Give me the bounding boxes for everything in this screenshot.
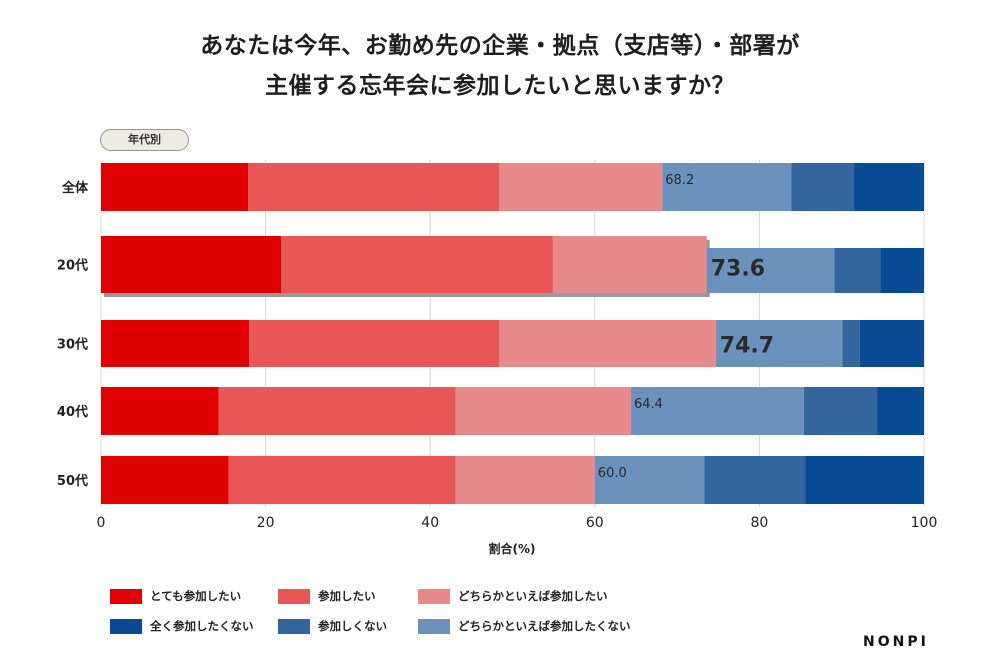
bar-segment bbox=[248, 163, 500, 211]
bar-row: 60.0 bbox=[101, 456, 924, 504]
bar-segment bbox=[552, 236, 707, 293]
bar-segment bbox=[101, 163, 249, 211]
bar-segment bbox=[101, 387, 219, 435]
legend-swatch bbox=[110, 618, 142, 634]
bar-row: 68.2 bbox=[101, 163, 924, 211]
legend-swatch bbox=[418, 618, 450, 634]
legend-label: 参加しくない bbox=[318, 619, 387, 633]
legend-label: 参加したい bbox=[318, 589, 376, 603]
legend-item: とても参加したい bbox=[110, 588, 241, 604]
bar-segment bbox=[101, 320, 250, 367]
legend-swatch bbox=[278, 588, 310, 604]
bar-segment bbox=[101, 236, 282, 293]
data-label: 73.6 bbox=[711, 257, 765, 282]
data-label: 60.0 bbox=[598, 466, 627, 481]
bar-segment bbox=[805, 456, 924, 504]
bar-segment bbox=[455, 387, 632, 435]
bar-segment bbox=[455, 456, 595, 504]
bar-segment bbox=[228, 456, 456, 504]
x-tick-label: 20 bbox=[257, 515, 275, 531]
category-label: 30代 bbox=[57, 337, 88, 353]
legend-item: どちらかといえば参加したい bbox=[418, 588, 608, 604]
legend-label: 全く参加したくない bbox=[150, 619, 254, 633]
bar-segment bbox=[791, 163, 855, 211]
bar-segment bbox=[101, 456, 229, 504]
bar-segment bbox=[842, 320, 860, 367]
legend: とても参加したい 参加したい どちらかといえば参加したい 全く参加したくない 参… bbox=[110, 588, 710, 648]
age-group-badge: 年代別 bbox=[100, 129, 189, 151]
x-tick-label: 40 bbox=[421, 515, 439, 531]
legend-label: どちらかといえば参加したい bbox=[458, 589, 608, 603]
legend-item: どちらかといえば参加したくない bbox=[418, 618, 631, 634]
bar-segment bbox=[706, 248, 835, 293]
title-line-1: あなたは今年、お勤め先の企業・拠点（支店等）・部署が bbox=[200, 33, 800, 59]
data-label: 74.7 bbox=[720, 334, 774, 359]
bar-segment bbox=[803, 387, 878, 435]
bar-segment bbox=[880, 248, 924, 293]
bar-segment bbox=[854, 163, 924, 211]
bar-segment bbox=[499, 320, 716, 367]
data-label: 68.2 bbox=[665, 173, 694, 188]
bars: 68.2 73.6 74.7 64.4 60.0 bbox=[101, 163, 924, 504]
legend-item: 全く参加したくない bbox=[110, 618, 254, 634]
legend-label: どちらかといえば参加したくない bbox=[458, 619, 631, 633]
bar-row: 64.4 bbox=[101, 387, 924, 435]
bar-segment bbox=[662, 163, 792, 211]
bar-segment bbox=[859, 320, 924, 367]
x-tick-label: 80 bbox=[750, 515, 768, 531]
legend-item: 参加したい bbox=[278, 588, 376, 604]
legend-label: とても参加したい bbox=[150, 589, 242, 603]
x-axis-label: 割合(%) bbox=[489, 541, 536, 556]
brand-logo: NONPI bbox=[863, 634, 929, 650]
category-label: 20代 bbox=[57, 258, 88, 274]
bar-segment bbox=[715, 320, 843, 367]
bar-segment bbox=[631, 387, 804, 435]
category-labels: 全体 20代 30代 40代 50代 bbox=[57, 180, 89, 489]
legend-item: 参加しくない bbox=[278, 618, 387, 634]
x-tick-label: 100 bbox=[911, 515, 938, 531]
bar-segment bbox=[594, 456, 705, 504]
bar-segment bbox=[249, 320, 500, 367]
bar-segment bbox=[834, 248, 881, 293]
title-line-2: 主催する忘年会に参加したいと思いますか？ bbox=[265, 73, 735, 99]
x-tick-label: 60 bbox=[586, 515, 604, 531]
category-label: 40代 bbox=[57, 404, 88, 420]
category-label: 全体 bbox=[61, 180, 89, 196]
legend-swatch bbox=[110, 588, 142, 604]
bar-row: 73.6 bbox=[101, 236, 924, 297]
chart-title: あなたは今年、お勤め先の企業・拠点（支店等）・部署が 主催する忘年会に参加したい… bbox=[0, 26, 1000, 106]
bar-segment bbox=[281, 236, 553, 293]
x-tick-label: 0 bbox=[97, 515, 106, 531]
legend-swatch bbox=[278, 618, 310, 634]
bar-segment bbox=[704, 456, 806, 504]
bar-segment bbox=[218, 387, 456, 435]
data-label: 64.4 bbox=[634, 397, 663, 412]
bar-segment bbox=[877, 387, 924, 435]
legend-swatch bbox=[418, 588, 450, 604]
x-tick-labels: 0 20 40 60 80 100 bbox=[97, 515, 938, 531]
bar-segment bbox=[499, 163, 663, 211]
bar-row: 74.7 bbox=[101, 320, 924, 367]
category-label: 50代 bbox=[57, 473, 88, 489]
